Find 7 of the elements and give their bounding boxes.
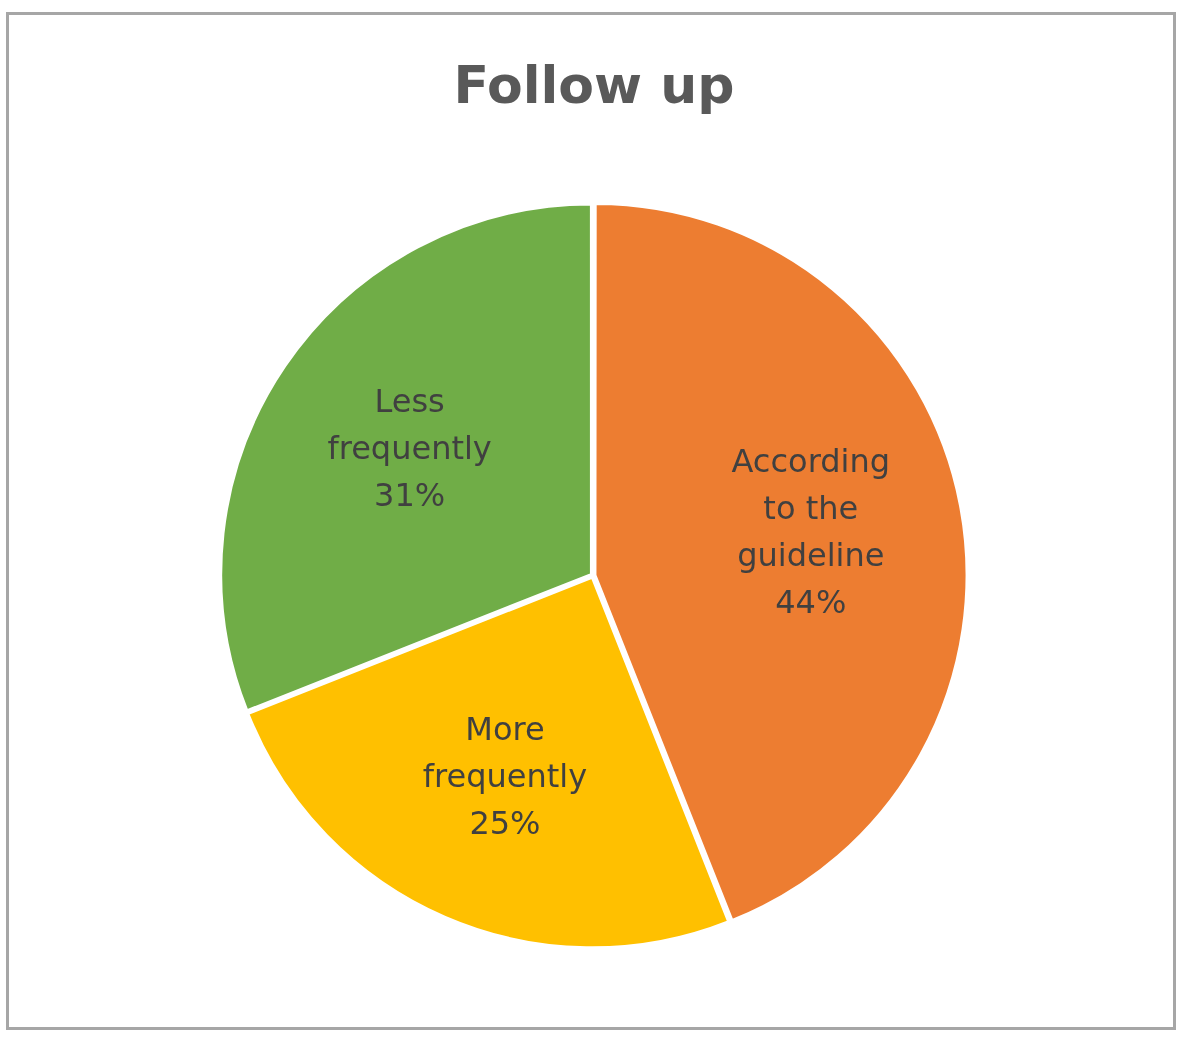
data-label: 31% (374, 476, 446, 515)
data-label: 44% (775, 582, 847, 621)
slice-label: According to the guideline (731, 441, 891, 574)
slice-label: More frequently (422, 710, 588, 796)
chart-title: Follow up (452, 55, 736, 115)
data-label: 25% (469, 804, 541, 843)
slice-label: Less frequently (327, 382, 492, 468)
